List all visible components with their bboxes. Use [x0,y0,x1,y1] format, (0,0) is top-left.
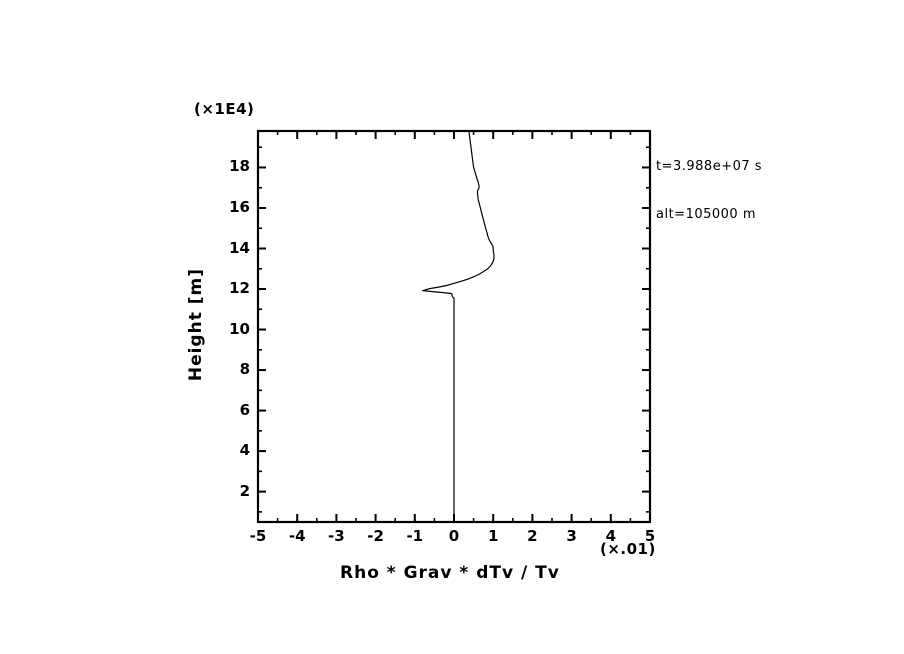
x-tick-label: -3 [328,527,345,545]
x-tick-label: -5 [249,527,267,545]
y-tick-label: 4 [239,441,250,460]
x-tick-label: 4 [605,527,617,545]
y-tick-label: 14 [229,238,250,257]
y-tick-label: 2 [239,481,250,500]
y-tick-label: 10 [229,319,250,338]
x-tick-label: 2 [527,527,538,545]
x-tick-label: 1 [487,527,499,545]
data-series-0 [422,130,495,523]
x-tick-label: -4 [288,527,306,545]
y-axis-multiplier-label: (×1E4) [194,100,255,118]
x-tick-label: 5 [644,527,656,545]
x-tick-label: 0 [448,527,460,545]
y-tick-label: 18 [229,157,250,176]
y-tick-label: 6 [239,400,250,419]
y-tick-label: 8 [239,360,250,379]
y-tick-label: 12 [229,279,250,298]
x-tick-label: -1 [406,527,424,545]
x-tick-label: -2 [367,527,384,545]
x-axis-title: Rho * Grav * dTv / Tv [340,563,560,583]
annotation-line-time: t=3.988e+07 s [656,159,763,174]
x-axis-multiplier-label: (×.01) [600,540,656,558]
annotation-line-altitude: alt=105000 m [656,207,756,222]
x-tick-label: 3 [566,527,577,545]
plot-annotation: t=3.988e+07 s alt=105000 m [656,127,762,255]
y-tick-label: 16 [229,197,250,216]
